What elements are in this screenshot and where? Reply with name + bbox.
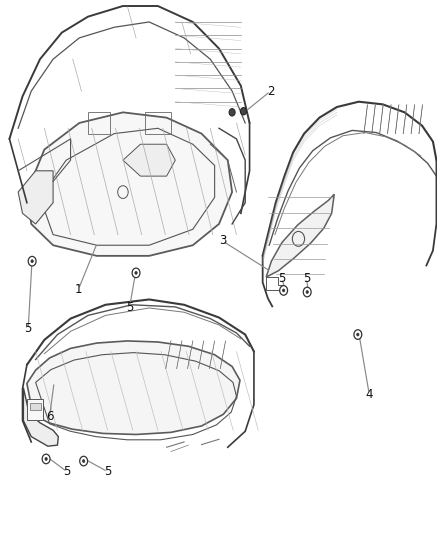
Text: 2: 2 xyxy=(267,85,274,98)
Text: 4: 4 xyxy=(365,387,373,401)
Circle shape xyxy=(45,457,47,461)
Circle shape xyxy=(283,289,285,292)
Text: 5: 5 xyxy=(25,322,32,335)
Bar xyxy=(145,112,171,134)
Circle shape xyxy=(135,271,137,274)
Bar xyxy=(27,399,43,419)
Bar xyxy=(88,112,110,134)
Text: 6: 6 xyxy=(46,410,53,423)
Circle shape xyxy=(82,459,85,463)
Polygon shape xyxy=(23,387,58,446)
Polygon shape xyxy=(266,194,334,277)
Bar xyxy=(29,402,41,410)
Circle shape xyxy=(354,330,362,340)
Polygon shape xyxy=(18,171,53,224)
Circle shape xyxy=(240,108,247,115)
Text: 5: 5 xyxy=(278,272,286,285)
Circle shape xyxy=(42,454,50,464)
Text: 3: 3 xyxy=(219,235,226,247)
Polygon shape xyxy=(27,112,232,256)
Circle shape xyxy=(132,268,140,278)
Circle shape xyxy=(31,260,33,263)
Polygon shape xyxy=(123,144,175,176)
Circle shape xyxy=(357,333,359,336)
Circle shape xyxy=(303,287,311,297)
Text: 1: 1 xyxy=(74,283,82,296)
Circle shape xyxy=(28,256,36,266)
Text: 5: 5 xyxy=(126,301,133,314)
Text: 5: 5 xyxy=(64,465,71,478)
Circle shape xyxy=(80,456,88,466)
Text: 5: 5 xyxy=(104,465,111,478)
Text: 5: 5 xyxy=(303,272,310,285)
Circle shape xyxy=(229,109,235,116)
Polygon shape xyxy=(27,341,240,434)
Circle shape xyxy=(306,290,308,294)
Circle shape xyxy=(280,286,288,295)
